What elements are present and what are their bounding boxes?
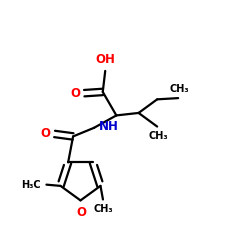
Text: NH: NH <box>98 120 118 133</box>
Text: CH₃: CH₃ <box>170 84 189 94</box>
Text: O: O <box>40 128 50 140</box>
Text: OH: OH <box>95 54 115 66</box>
Text: O: O <box>70 87 81 100</box>
Text: CH₃: CH₃ <box>93 204 113 214</box>
Text: CH₃: CH₃ <box>148 132 168 141</box>
Text: O: O <box>77 206 87 219</box>
Text: H₃C: H₃C <box>21 180 41 190</box>
